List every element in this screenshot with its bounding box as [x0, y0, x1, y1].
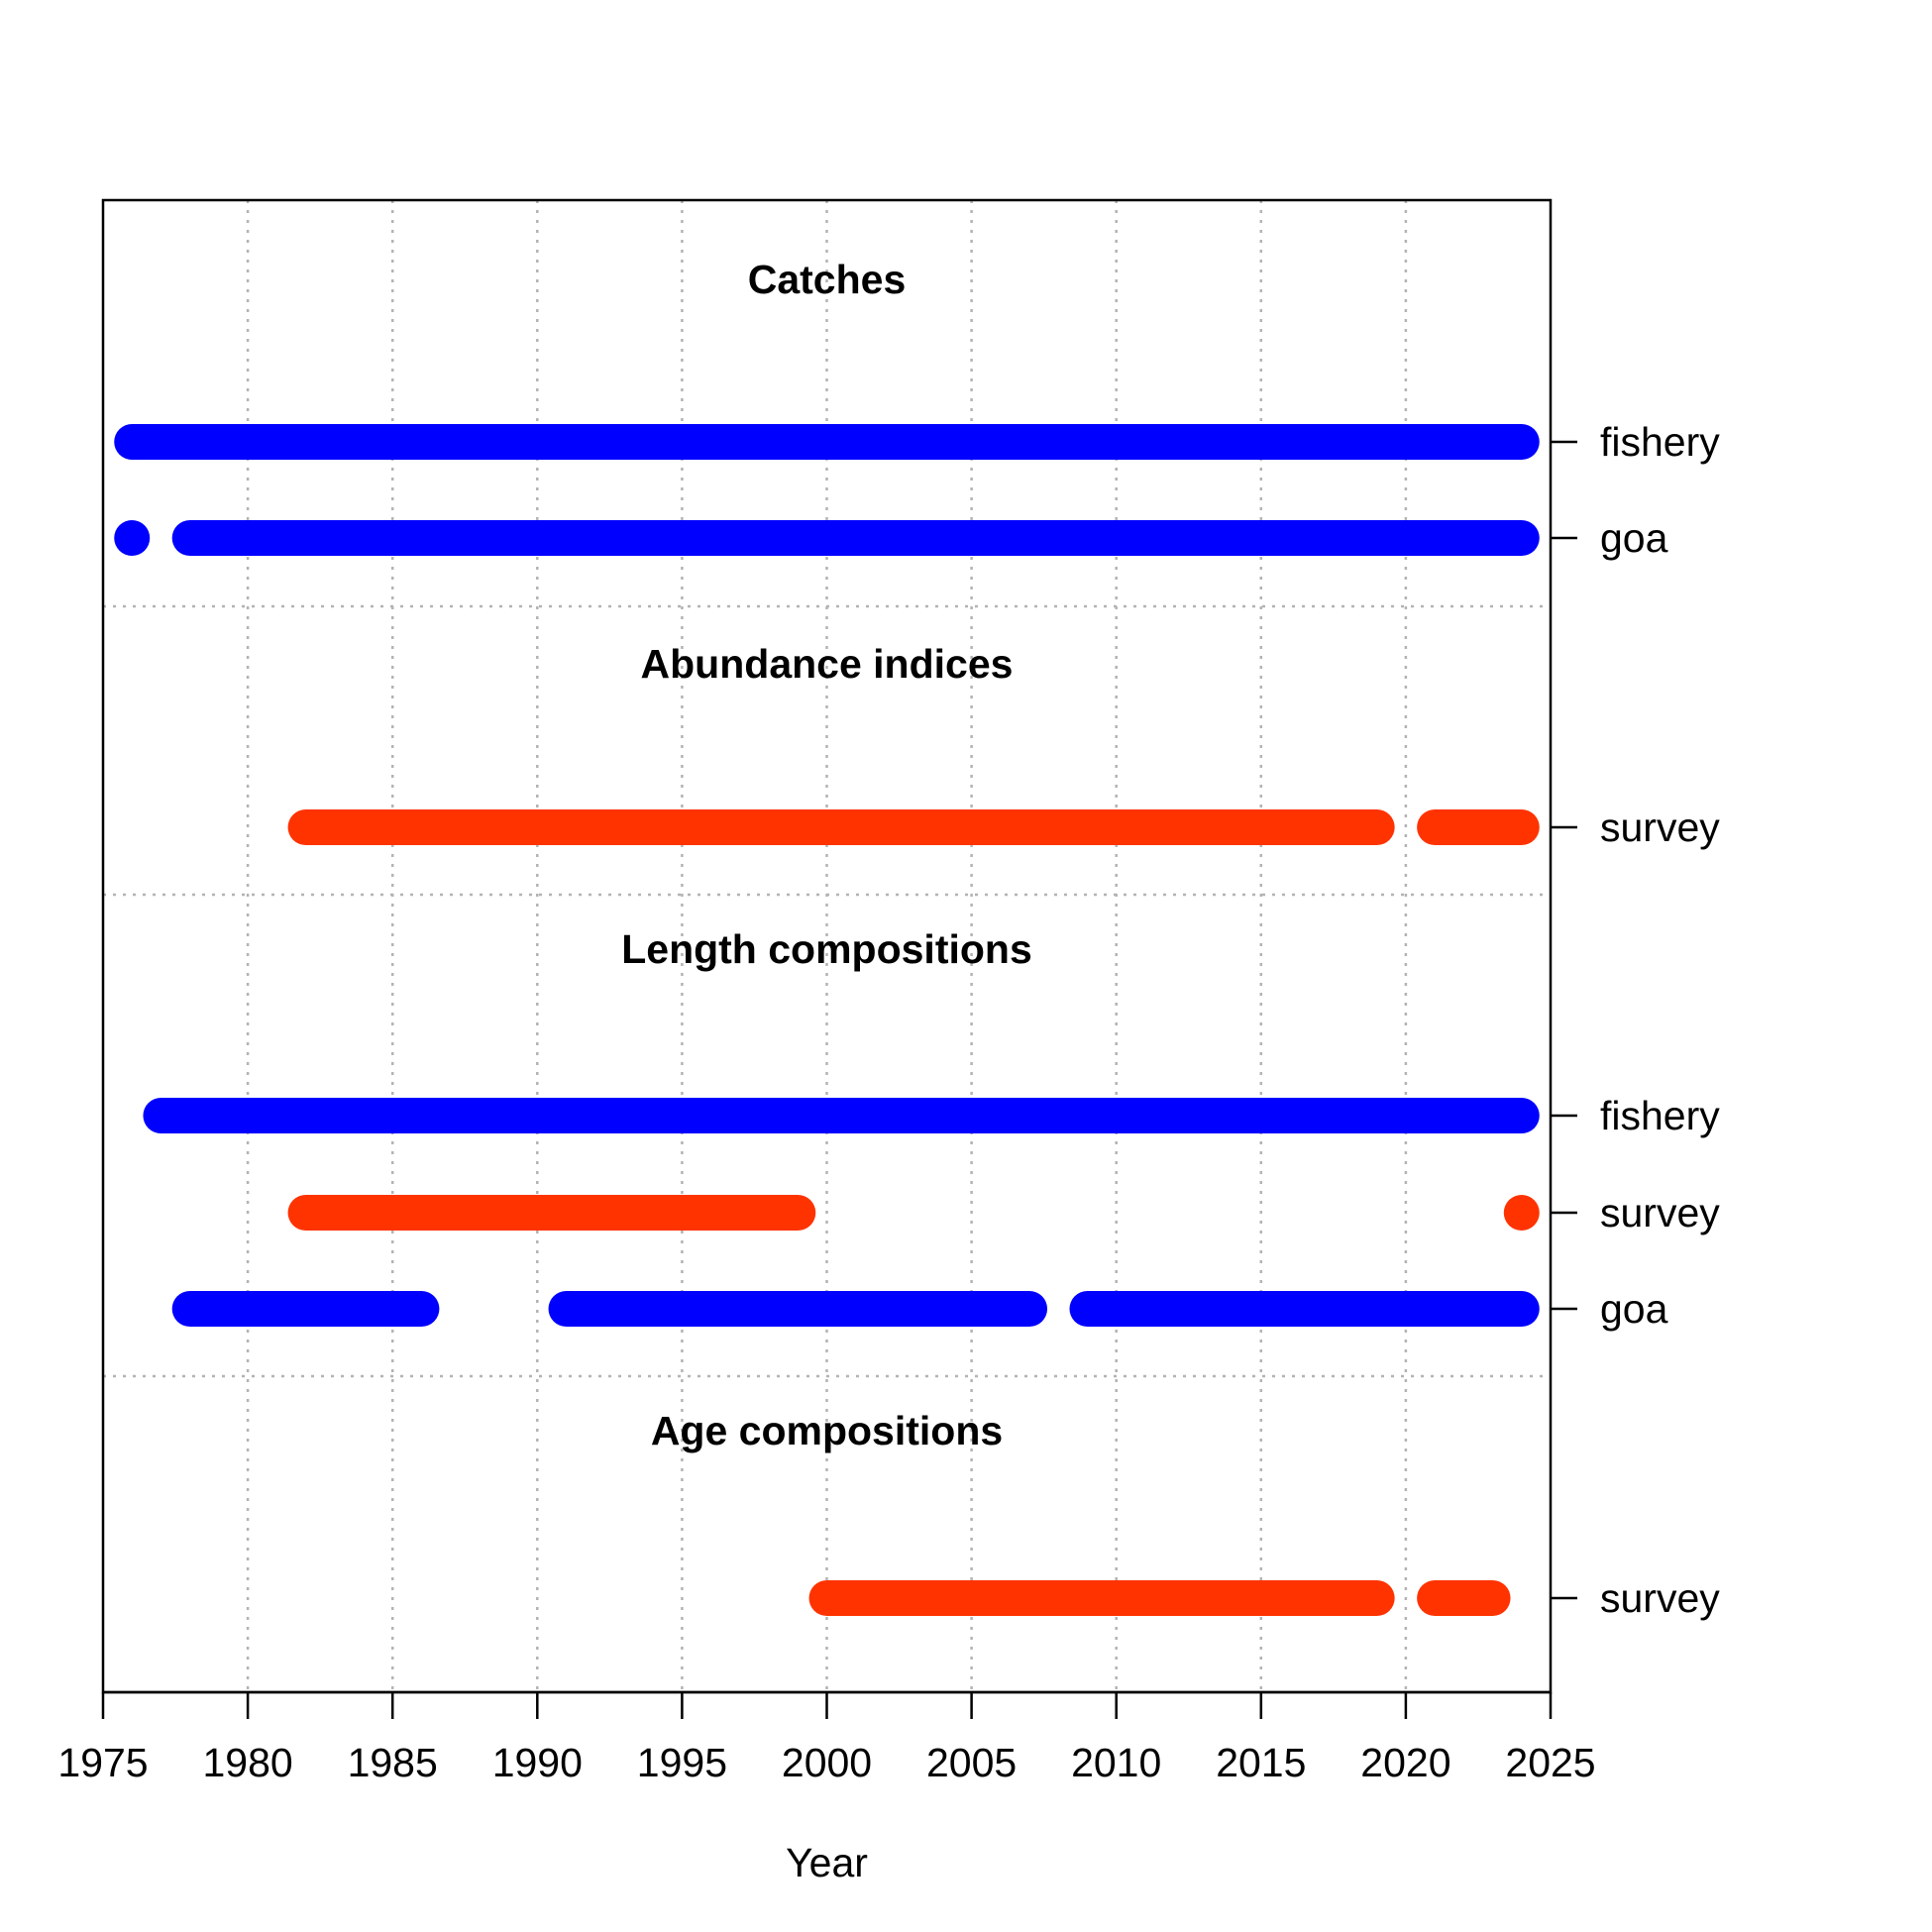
x-tick-label: 1990 — [492, 1740, 583, 1785]
x-tick-label: 1975 — [57, 1740, 148, 1785]
segments-layer — [114, 424, 1540, 1616]
row-label-survey: survey — [1600, 1575, 1720, 1621]
x-axis-title: Year — [786, 1840, 868, 1885]
x-tick-label: 2020 — [1360, 1740, 1450, 1785]
row-label-goa: goa — [1600, 515, 1668, 561]
x-tick-label: 2000 — [782, 1740, 872, 1785]
x-tick-label: 1980 — [202, 1740, 292, 1785]
section-titles: Catches Abundance indices Length compositi… — [621, 257, 1032, 1453]
row-labels: fishery goa survey fishery survey goa survey — [1551, 419, 1720, 1621]
section-title: Abundance indices — [641, 641, 1014, 687]
x-axis: 1975 1980 1985 1990 1995 2000 2005 2010 2015 2020… — [57, 1690, 1596, 1785]
x-tick-label: 2010 — [1071, 1740, 1161, 1785]
x-tick-label: 2025 — [1505, 1740, 1595, 1785]
x-tick-label: 1985 — [348, 1740, 438, 1785]
section-title: Catches — [748, 257, 907, 302]
section-title: Age compositions — [651, 1408, 1003, 1453]
row-label-survey: survey — [1600, 805, 1720, 850]
x-tick-label: 2005 — [926, 1740, 1017, 1785]
row-label-fishery: fishery — [1600, 419, 1720, 465]
row-label-survey: survey — [1600, 1190, 1720, 1235]
row-label-goa: goa — [1600, 1286, 1668, 1332]
x-tick-label: 2015 — [1216, 1740, 1306, 1785]
x-tick-label: 1995 — [637, 1740, 727, 1785]
row-label-fishery: fishery — [1600, 1093, 1720, 1138]
section-title: Length compositions — [621, 926, 1032, 972]
